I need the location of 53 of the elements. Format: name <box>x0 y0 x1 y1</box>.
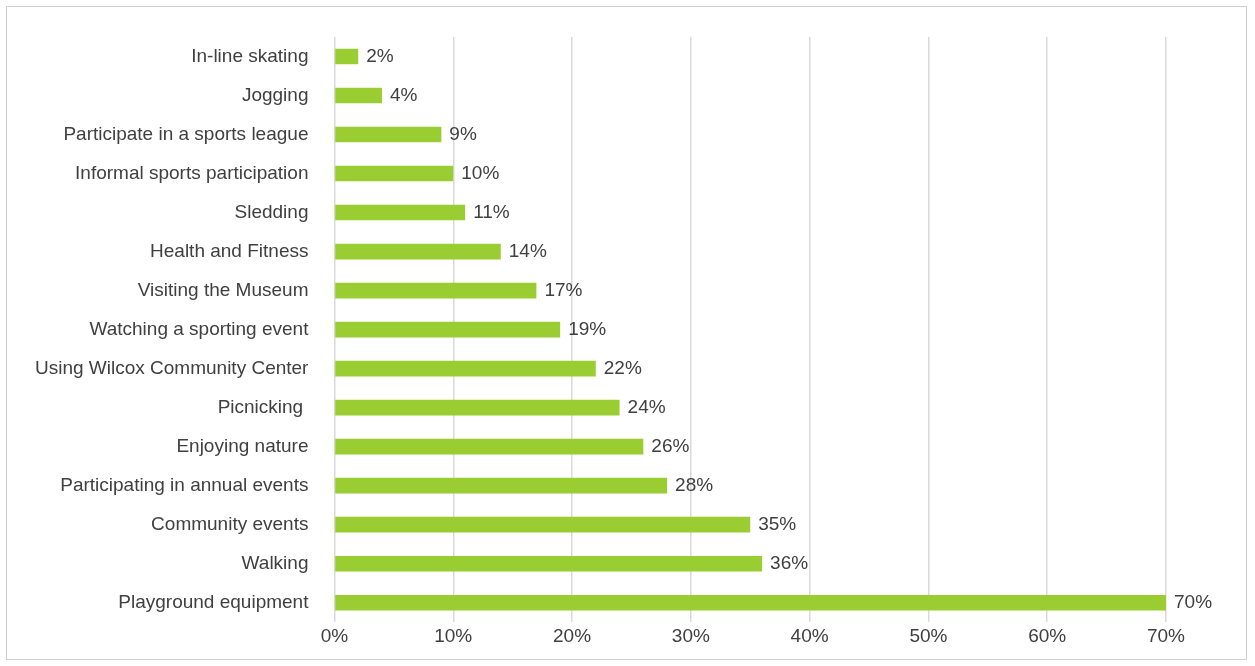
data-label: 10% <box>461 161 500 183</box>
y-tick-label: Visiting the Museum <box>137 278 309 300</box>
bar <box>335 126 442 143</box>
data-label: 70% <box>1174 590 1213 612</box>
bar <box>335 204 466 221</box>
y-tick-label: Sledding <box>234 200 309 222</box>
data-label: 9% <box>449 122 477 144</box>
y-tick-label: In-line skating <box>191 44 309 66</box>
x-tick-label: 50% <box>909 624 948 646</box>
y-tick-label: Playground equipment <box>118 590 310 612</box>
bar <box>335 243 501 260</box>
data-label: 36% <box>770 551 809 573</box>
x-tick-label: 30% <box>671 624 710 646</box>
bar <box>335 516 751 533</box>
bar <box>335 360 596 377</box>
x-tick-label: 40% <box>790 624 829 646</box>
y-tick-label: Using Wilcox Community Center <box>34 356 310 378</box>
bar <box>335 165 454 182</box>
x-tick-label: 10% <box>434 624 473 646</box>
y-tick-label: Informal sports participation <box>75 161 309 183</box>
bar <box>335 555 763 572</box>
data-label: 35% <box>758 512 797 534</box>
bar <box>335 399 620 416</box>
x-tick-label: 70% <box>1146 624 1186 646</box>
data-label: 22% <box>603 356 642 378</box>
y-tick-label: Health and Fitness <box>150 239 309 261</box>
data-label: 19% <box>568 317 607 339</box>
data-label: 4% <box>389 83 418 105</box>
x-tick-label: 0% <box>320 624 349 646</box>
y-tick-label: Picnicking <box>217 395 309 417</box>
x-tick-label: 20% <box>553 624 592 646</box>
bar <box>335 87 382 104</box>
bar <box>335 48 359 65</box>
bar <box>335 477 668 494</box>
data-label: 24% <box>627 395 666 417</box>
y-tick-label: Participate in a sports league <box>63 122 309 144</box>
bar <box>335 438 644 455</box>
data-label: 2% <box>366 44 394 66</box>
y-tick-label: Participating in annual events <box>60 473 309 495</box>
y-tick-label: Walking <box>241 551 309 573</box>
bar <box>335 594 1166 611</box>
data-label: 26% <box>651 434 690 456</box>
x-tick-label: 60% <box>1028 624 1067 646</box>
data-label: 28% <box>675 473 714 495</box>
data-label: 17% <box>544 278 583 300</box>
bar <box>335 321 561 338</box>
y-tick-label: Watching a sporting event <box>89 317 310 339</box>
data-label: 11% <box>473 200 510 222</box>
y-tick-label: Jogging <box>241 83 309 105</box>
bar <box>335 282 537 299</box>
data-label: 14% <box>508 239 547 261</box>
y-tick-label: Enjoying nature <box>176 434 309 456</box>
y-tick-label: Community events <box>151 512 309 534</box>
